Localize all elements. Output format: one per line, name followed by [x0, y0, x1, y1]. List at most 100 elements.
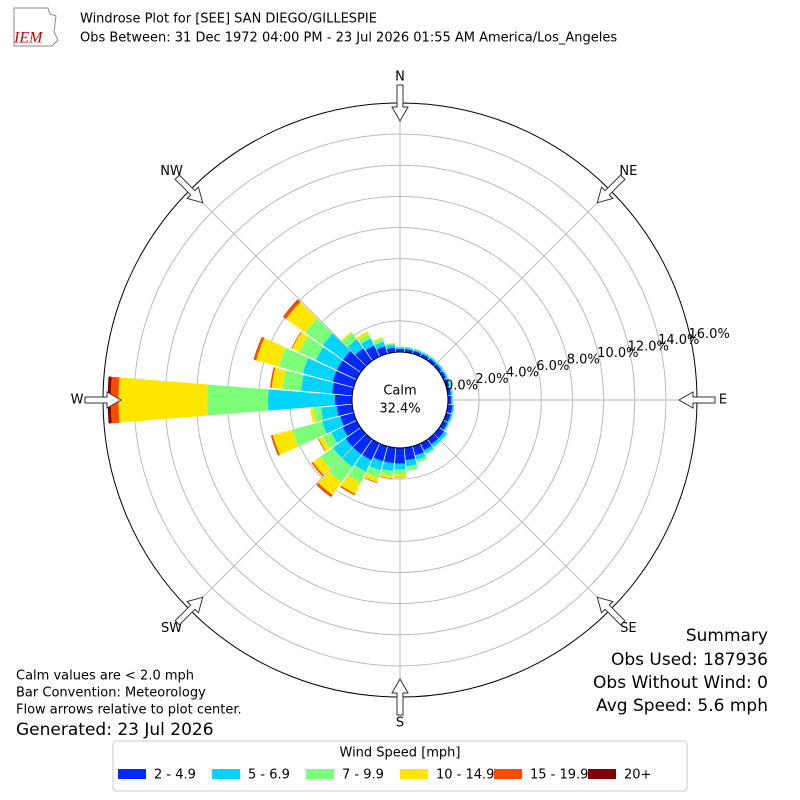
bar-segment	[305, 318, 333, 346]
bar-segment	[353, 434, 373, 455]
bar-segment	[393, 474, 407, 478]
bar-segment	[395, 348, 405, 353]
bar-segment	[420, 353, 430, 361]
flow-arrow	[677, 391, 716, 409]
bar-segment	[449, 386, 453, 396]
bar-segment	[405, 458, 417, 467]
legend-swatch	[118, 769, 146, 779]
bar-segment	[373, 443, 388, 462]
bar-segment	[442, 370, 448, 379]
bar-segment	[253, 336, 263, 360]
bar-segment	[364, 477, 378, 484]
bar-segment	[316, 484, 332, 498]
bar-segment	[322, 333, 351, 360]
bar-segment	[447, 413, 453, 423]
bar-segment	[423, 445, 434, 454]
bar-segment	[438, 431, 447, 441]
logo-outline	[13, 7, 59, 47]
flow-arrow	[174, 596, 204, 626]
legend-label: 20+	[624, 768, 651, 783]
grid-line	[189, 189, 367, 367]
bar-segment	[413, 348, 423, 353]
bar-segment	[380, 473, 393, 479]
bar-segment	[427, 358, 436, 366]
bar-segment	[343, 351, 366, 373]
compass-label: S	[396, 716, 404, 731]
flow-arrow	[596, 174, 626, 204]
r-tick-label: 12.0%	[628, 340, 669, 355]
bar-segment	[310, 408, 316, 423]
bar-segment	[383, 446, 396, 464]
bar-segment	[347, 339, 364, 355]
bar-segment	[374, 341, 386, 350]
r-tick-label: 6.0%	[536, 359, 569, 374]
arrow-shape	[391, 84, 409, 123]
bar-segment	[440, 433, 449, 442]
bar-segment	[356, 331, 369, 340]
bar-segment	[404, 347, 414, 351]
arrow-shape	[391, 677, 409, 716]
bar-segment	[348, 465, 367, 483]
bar-segment	[315, 347, 343, 371]
flow-arrow	[596, 596, 626, 626]
bar-segment	[342, 420, 361, 437]
bar-segment	[318, 471, 342, 495]
bar-segment	[282, 370, 304, 391]
bar-segment	[429, 357, 437, 364]
bar-segment	[434, 427, 445, 439]
bar-segment	[436, 363, 443, 371]
bar-segment	[431, 438, 441, 447]
grid-line	[433, 189, 611, 367]
bar-segment	[342, 447, 362, 468]
bar-segment	[299, 336, 324, 361]
bar-segment	[267, 389, 336, 411]
bar-segment	[278, 347, 309, 374]
summary-line: Obs Without Wind: 0	[593, 673, 768, 693]
arrow-shape	[174, 596, 204, 626]
chart-subtitle: Obs Between: 31 Dec 1972 04:00 PM - 23 J…	[80, 31, 617, 46]
bar-segment	[317, 438, 326, 452]
bar-segment	[271, 435, 280, 456]
bar-segment	[404, 346, 414, 350]
summary-title: Summary	[686, 626, 768, 646]
bar-segment	[412, 350, 422, 357]
bar-segment	[450, 404, 454, 414]
flow-arrow	[84, 391, 123, 409]
compass-label: W	[71, 393, 84, 408]
arrow-shape	[596, 596, 626, 626]
bar-segment	[443, 369, 449, 378]
bar-segment	[355, 454, 372, 472]
bar-segment	[416, 456, 428, 463]
bar-segment	[394, 463, 406, 470]
bar-segment	[395, 347, 405, 350]
summary-line: Avg Speed: 5.6 mph	[596, 696, 768, 716]
bar-segment	[395, 346, 405, 348]
calm-label: Calm	[383, 384, 416, 399]
bar-segment	[271, 367, 286, 389]
compass-label: SE	[620, 621, 636, 636]
bar-segment	[444, 423, 450, 432]
bar-segment	[450, 395, 453, 405]
bar-segment	[291, 331, 302, 349]
bar-segment	[283, 299, 299, 318]
bar-segment	[421, 352, 430, 358]
legend-box	[112, 740, 688, 792]
bar-segment	[415, 452, 426, 460]
legend-swatch	[212, 769, 240, 779]
bar-segment	[422, 351, 431, 357]
legend-label: 2 - 4.9	[154, 768, 196, 783]
note: Flow arrows relative to plot center.	[16, 703, 242, 718]
legend-label: 5 - 6.9	[248, 768, 290, 783]
bar-segment	[433, 440, 442, 449]
bar-segment	[380, 469, 394, 476]
bar-segment	[318, 436, 330, 452]
note: Calm values are < 2.0 mph	[16, 669, 194, 684]
compass-label: N	[395, 70, 405, 85]
compass-label: NE	[619, 164, 637, 179]
bar-segment	[406, 464, 418, 472]
summary-line: Obs Used: 187936	[611, 650, 768, 670]
compass-label: NW	[160, 164, 183, 179]
calm-value: 32.4%	[379, 402, 420, 417]
bar-segment	[332, 370, 357, 388]
bar-segment	[322, 432, 338, 449]
